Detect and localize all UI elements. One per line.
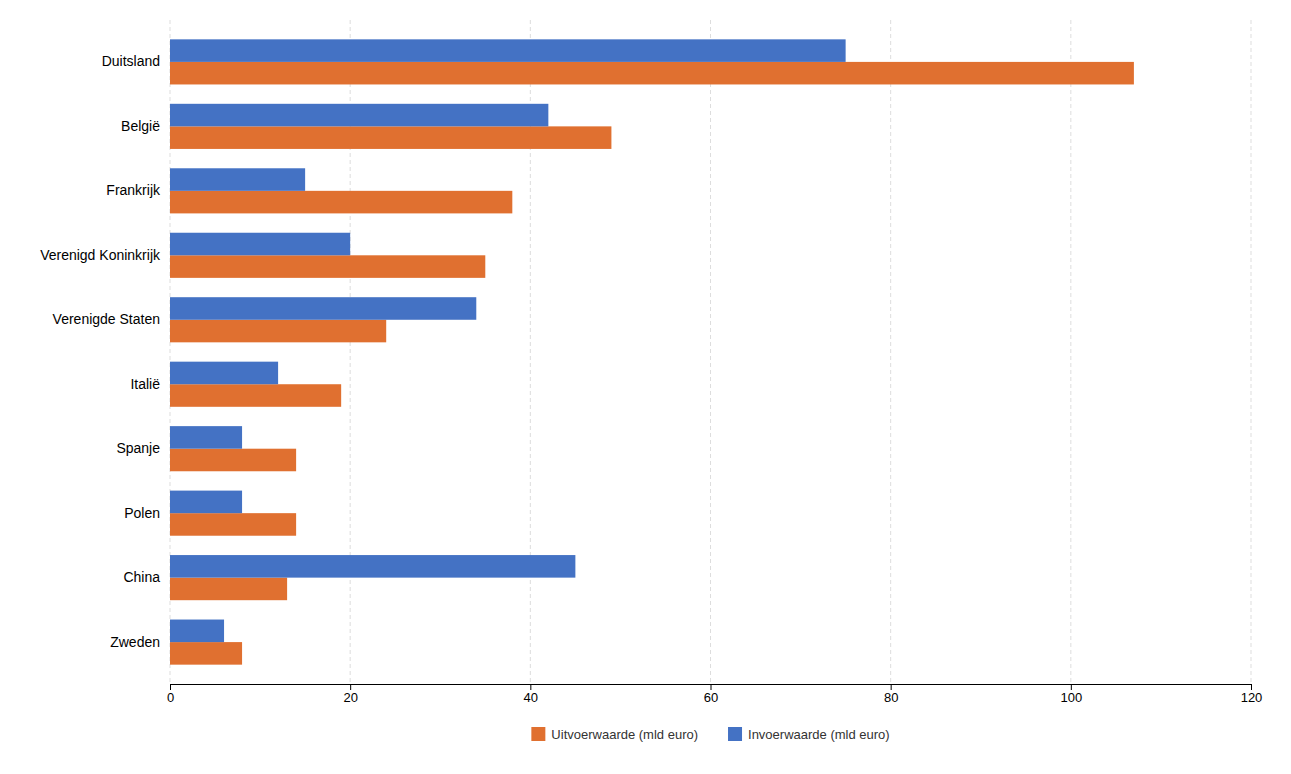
grid-line [1251, 20, 1252, 684]
bar [170, 620, 224, 643]
y-tick: Italië [130, 376, 170, 392]
y-tick: Duitsland [102, 53, 170, 69]
y-tick-label: België [121, 118, 160, 134]
y-tick-label: Italië [130, 376, 160, 392]
x-axis-line [171, 685, 1252, 691]
y-tick: België [121, 118, 170, 134]
grid [170, 20, 1251, 684]
x-tick-mark [891, 684, 892, 690]
bar [170, 320, 386, 343]
bar [170, 255, 485, 278]
x-tick: 40 [524, 684, 538, 705]
x-tick-label: 80 [884, 690, 898, 705]
y-tick-label: Verenigde Staten [53, 311, 160, 327]
x-axis: 0 20 40 60 80 100 120 [167, 684, 1262, 705]
y-axis: Duitsland België Frankrijk Verenigd Koninkr… [40, 53, 170, 649]
bar [170, 578, 287, 601]
chart: 0 20 40 60 80 100 120 Duitsland België Frankrijk V… [0, 0, 1291, 774]
bar [170, 449, 296, 472]
bar [170, 297, 476, 320]
y-tick: Verenigd Koninkrijk [40, 247, 170, 263]
legend-label: Invoerwaarde (mld euro) [748, 727, 890, 742]
bar [170, 384, 341, 407]
y-tick: Zweden [110, 634, 170, 650]
bar [170, 39, 846, 62]
bars [170, 39, 1134, 664]
x-tick: 60 [704, 684, 718, 705]
bar-series [170, 39, 846, 642]
bar [170, 104, 548, 127]
bar-series [170, 62, 1134, 665]
y-tick-label: China [123, 569, 160, 585]
x-tick: 120 [1241, 684, 1263, 705]
y-tick: Frankrijk [106, 182, 170, 198]
x-tick-label: 100 [1060, 690, 1082, 705]
bar [170, 362, 278, 385]
legend-swatch [728, 727, 742, 741]
grid-line [890, 20, 891, 684]
y-tick-label: Spanje [116, 440, 160, 456]
bar [170, 191, 512, 214]
y-tick: Polen [124, 505, 170, 521]
x-tick-mark [350, 684, 351, 690]
x-tick-mark [711, 684, 712, 690]
bar [170, 233, 350, 256]
x-tick-label: 20 [343, 690, 357, 705]
legend-item: Invoerwaarde (mld euro) [728, 727, 890, 742]
bar [170, 642, 242, 665]
y-tick: China [123, 569, 170, 585]
y-tick: Verenigde Staten [53, 311, 170, 327]
bar [170, 168, 305, 191]
legend: Uitvoerwaarde (mld euro) Invoerwaarde (ml… [531, 727, 889, 742]
grid-line [710, 20, 711, 684]
plot: 0 20 40 60 80 100 120 Duitsland België Frankrijk V… [40, 20, 1262, 705]
bar [170, 62, 1134, 85]
x-tick: 0 [167, 684, 174, 705]
bar [170, 126, 611, 149]
y-tick-label: Zweden [110, 634, 160, 650]
x-tick-mark [170, 684, 171, 690]
legend-label: Uitvoerwaarde (mld euro) [551, 727, 698, 742]
x-tick-mark [1251, 684, 1252, 690]
x-tick-label: 60 [704, 690, 718, 705]
x-tick-label: 120 [1241, 690, 1263, 705]
y-tick-label: Verenigd Koninkrijk [40, 247, 161, 263]
bar [170, 555, 575, 578]
bar [170, 426, 242, 449]
x-tick-label: 0 [167, 690, 174, 705]
y-tick-label: Frankrijk [106, 182, 161, 198]
y-tick-label: Polen [124, 505, 160, 521]
y-tick: Spanje [116, 440, 170, 456]
bar [170, 513, 296, 536]
x-tick: 80 [884, 684, 898, 705]
legend-item: Uitvoerwaarde (mld euro) [531, 727, 698, 742]
x-tick-label: 40 [524, 690, 538, 705]
x-tick: 20 [343, 684, 357, 705]
x-tick-mark [530, 684, 531, 690]
x-tick-mark [1071, 684, 1072, 690]
grid-line [1070, 20, 1071, 684]
y-tick-label: Duitsland [102, 53, 160, 69]
legend-swatch [531, 727, 545, 741]
bar [170, 491, 242, 514]
x-tick: 100 [1060, 684, 1082, 705]
